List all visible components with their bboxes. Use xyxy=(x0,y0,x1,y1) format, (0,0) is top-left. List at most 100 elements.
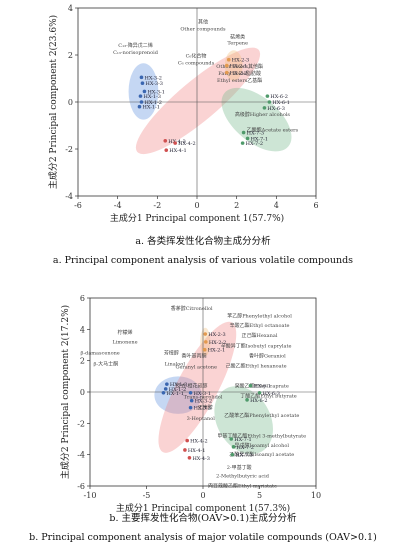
data-point xyxy=(229,437,234,441)
annotation-label: 苯乙醇Phenylethyl alcohol xyxy=(227,313,292,320)
y-tick-label: 6 xyxy=(80,294,85,303)
annotation-label: 乙酸苯乙酯Phenylethyl acetate xyxy=(224,412,299,419)
data-point xyxy=(267,100,272,104)
point-label: HX-2-3 xyxy=(208,332,225,338)
point-label: HX-6-2 xyxy=(270,94,287,100)
data-point xyxy=(257,390,262,395)
data-point xyxy=(161,390,166,395)
y-axis-label: 主成分2 Principal component 2(23.6%) xyxy=(47,15,59,189)
annotation-label: 反式-橙花叔醇 xyxy=(176,382,208,389)
annotation-label: 乙酸异戊酯Isoamyl acetate xyxy=(229,451,294,458)
annotation-label: Fatty acids脂肪酸 xyxy=(218,70,261,77)
point-label: HX-6-1 xyxy=(272,100,289,106)
group-ellipse xyxy=(135,47,261,155)
point-label: HX-3-1 xyxy=(194,391,211,397)
annotation-label: 3-Heptanol xyxy=(187,416,216,422)
group-ellipse xyxy=(221,87,292,152)
caption-cn: a. 各类挥发性化合物主成分分析 xyxy=(135,235,271,247)
point-label: HX-7-2 xyxy=(246,141,263,147)
data-point xyxy=(224,63,229,68)
x-axis-label: 主成分1 Principal component 1(57.7%) xyxy=(110,212,284,224)
annotation-label: 癸酸乙酯Ethyl caprate xyxy=(235,382,289,389)
annotation-label: 2-甲基丁酸 xyxy=(227,464,252,471)
annotation-label: 柠檬烯 xyxy=(118,329,133,336)
y-tick-label: 0 xyxy=(80,388,85,397)
point-label: HX-7-3 xyxy=(235,453,252,459)
data-point xyxy=(139,75,144,80)
data-point xyxy=(226,57,231,62)
data-point xyxy=(230,452,235,457)
y-tick-label: 4 xyxy=(80,325,85,334)
y-axis-label: 主成分2 Principal component 2(17.2%) xyxy=(59,305,71,479)
annotation-label: C₆ compounds xyxy=(178,60,215,66)
point-label: HX-6-3 xyxy=(263,391,280,397)
data-point xyxy=(202,347,207,352)
data-point xyxy=(185,438,189,443)
y-tick-label: -6 xyxy=(77,482,85,491)
annotation-label: Other compounds xyxy=(180,26,226,32)
data-point xyxy=(139,100,144,104)
x-tick-label: 6 xyxy=(313,201,318,210)
annotation-label: 香茅醇Citronellol xyxy=(171,305,213,312)
pca-panel-b: -10 -5 0 5 10 -6 -4 -2 0 2 4 6 主成分1 Principal compon… xyxy=(29,294,377,543)
data-point xyxy=(265,94,270,98)
point-label: HX-1-3 xyxy=(170,382,187,388)
point-label: HX-2-1 xyxy=(230,64,247,70)
point-label: HX-2-2 xyxy=(230,71,247,77)
group-ellipse xyxy=(158,321,237,453)
data-point xyxy=(188,405,193,410)
data-point xyxy=(138,94,143,98)
point-label: HX-7-1 xyxy=(234,437,251,443)
x-tick-label: -2 xyxy=(153,201,161,210)
caption-en: a. Principal component analysis of vario… xyxy=(53,255,353,266)
annotation-label: 香叶醇Geraniol xyxy=(249,353,286,360)
annotation-label: 香叶基丙酮 xyxy=(181,353,206,360)
point-label: HX-1-1 xyxy=(166,391,183,397)
annotation-label: Limonene xyxy=(113,339,138,345)
point-label: HX-1-3 xyxy=(143,94,160,100)
point-label: HX-7-1 xyxy=(251,136,268,142)
x-tick-label: 0 xyxy=(194,201,199,210)
annotation-label: 己酸乙酯Ethyl hexanoate xyxy=(226,363,287,370)
data-point xyxy=(231,445,236,449)
annotation-label: C₆化合物 xyxy=(186,52,207,59)
data-point xyxy=(245,136,250,141)
annotation-label: Geranyl acetone xyxy=(175,365,217,371)
point-label: HX-7-3 xyxy=(247,131,264,137)
caption-en: b. Principal component analysis of major… xyxy=(29,532,377,543)
point-label: HX-1-1 xyxy=(142,105,159,111)
annotation-label: 异戊醇Isoamyl alcohol xyxy=(235,442,290,449)
data-point xyxy=(241,130,246,135)
annotation-label: Terpene xyxy=(227,40,248,46)
y-tick-label: 2 xyxy=(68,51,73,60)
data-point xyxy=(173,141,177,145)
data-point xyxy=(240,141,245,145)
point-label: HX-3-2 xyxy=(195,399,212,405)
point-label: HX-1-2 xyxy=(169,387,186,393)
annotation-label: Trans-nerolidol xyxy=(184,394,223,400)
y-tick-label: 0 xyxy=(68,98,73,107)
x-tick-label: 0 xyxy=(200,491,205,500)
x-tick-label: -6 xyxy=(74,201,82,210)
annotation-label: 辛酸乙酯Ethyl octanoate xyxy=(230,322,290,329)
annotation-label: β-大马士酮 xyxy=(94,360,119,367)
data-point xyxy=(262,106,267,110)
point-label: HX-3-3 xyxy=(145,81,162,87)
annotation-label: C₁₃-降异戊二烯 xyxy=(118,42,153,49)
x-tick-label: 4 xyxy=(274,201,279,210)
caption-cn: b. 主要挥发性化合物(OAV>0.1)主成分分析 xyxy=(109,512,297,524)
data-point xyxy=(188,390,193,395)
x-axis-label: 主成分1 Principal component 1(57.3%) xyxy=(116,502,290,514)
data-point xyxy=(163,387,168,391)
point-label: HX-2-2 xyxy=(209,340,226,346)
annotation-label: 其他 xyxy=(198,18,208,25)
x-tick-label: -4 xyxy=(114,201,122,210)
x-tick-label: -10 xyxy=(84,491,97,500)
data-point xyxy=(164,148,169,152)
data-point xyxy=(137,104,142,109)
y-tick-label: 4 xyxy=(68,4,73,13)
group-ellipse xyxy=(214,386,273,455)
annotation-label: 2-Methylbutyric acid xyxy=(216,473,270,479)
